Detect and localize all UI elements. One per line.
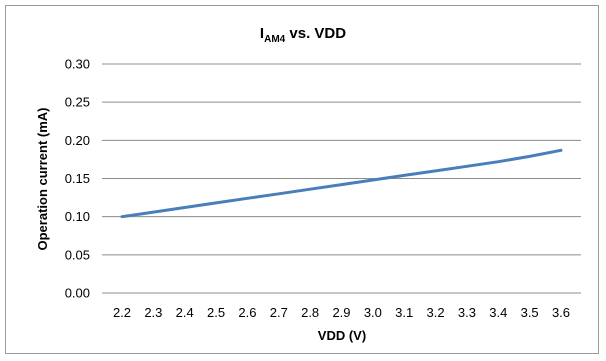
x-tick-label: 3.4	[489, 305, 507, 320]
x-tick-label: 3.6	[552, 305, 570, 320]
chart-frame	[5, 5, 599, 354]
x-tick-label: 2.6	[238, 305, 256, 320]
x-tick-label: 2.8	[301, 305, 319, 320]
x-tick-label: 3.5	[521, 305, 539, 320]
gridlines	[102, 63, 581, 256]
x-axis-title: VDD (V)	[318, 328, 366, 343]
x-tick-label: 2.2	[113, 305, 131, 320]
x-tick-labels: 2.2 2.3 2.4 2.5 2.6 2.7 2.8 2.9 3.0 3.1 3.2 3.3 3.4 3…	[113, 305, 570, 320]
title-subscript: AM4	[264, 34, 286, 45]
title-main: I	[260, 25, 264, 42]
title-rest: vs. VDD	[285, 25, 346, 42]
series-line	[120, 148, 563, 219]
y-tick-label: 0.15	[65, 171, 90, 186]
x-tick-label: 3.1	[395, 305, 413, 320]
x-tick-label: 2.5	[207, 305, 225, 320]
y-tick-labels: 0.00 0.05 0.10 0.15 0.20 0.25 0.30	[65, 57, 90, 301]
y-tick-label: 0.05	[65, 247, 90, 262]
series-layer	[120, 148, 563, 219]
x-tick-label: 2.7	[270, 305, 288, 320]
y-tick-label: 0.30	[65, 57, 90, 72]
x-tick-label: 3.2	[427, 305, 445, 320]
x-tick-label: 3.3	[458, 305, 476, 320]
chart-title: IAM4 vs. VDD	[260, 25, 346, 45]
y-tick-label: 0.25	[65, 95, 90, 110]
x-tick-label: 3.0	[364, 305, 382, 320]
y-tick-label: 0.10	[65, 209, 90, 224]
x-tick-label: 2.3	[144, 305, 162, 320]
y-axis-title: Operation current (mA)	[35, 107, 50, 250]
y-tick-label: 0.00	[65, 286, 90, 301]
x-tick-label: 2.4	[176, 305, 194, 320]
x-tick-label: 2.9	[332, 305, 350, 320]
y-tick-label: 0.20	[65, 133, 90, 148]
